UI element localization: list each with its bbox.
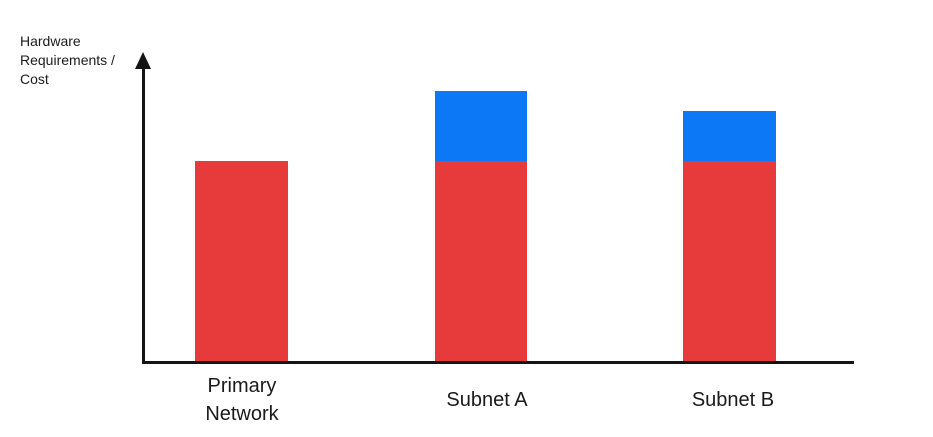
x-axis-label-subnet-b: Subnet B <box>691 389 775 411</box>
bar-subnet-a <box>435 91 527 361</box>
x-axis-label-primary-network: Primary Network <box>205 375 279 425</box>
bar-segment-red <box>683 161 776 361</box>
bar-subnet-b <box>683 111 776 361</box>
bar-segment-red <box>195 161 288 361</box>
x-axis-label-subnet-a: Subnet A <box>446 389 528 411</box>
bar-segment-red <box>435 161 527 361</box>
bar-segment-blue <box>435 91 527 161</box>
bar-segment-blue <box>683 111 776 161</box>
x-axis-line <box>142 361 854 364</box>
bar-primary-network <box>195 161 288 361</box>
y-axis-line <box>142 60 145 364</box>
y-axis-label: Hardware Requirements / Cost <box>20 33 115 87</box>
